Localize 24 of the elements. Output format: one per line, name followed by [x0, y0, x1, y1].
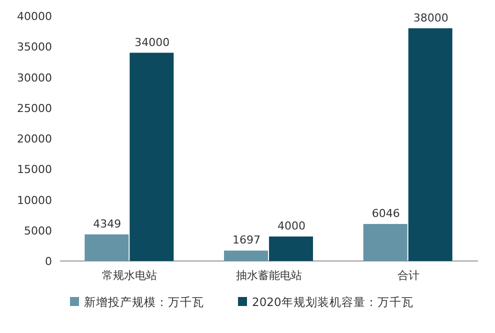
bar: [269, 236, 313, 261]
data-label: 6046: [372, 206, 400, 220]
y-tick-label: 25000: [17, 102, 52, 115]
bar: [84, 234, 129, 261]
x-tick-label: 抽水蓄能电站: [236, 269, 302, 282]
data-label: 34000: [134, 36, 170, 49]
data-label: 4000: [278, 220, 306, 232]
y-tick-label: 5000: [24, 224, 52, 238]
y-tick-label: 40000: [17, 10, 52, 23]
y-tick-label: 35000: [17, 40, 52, 54]
bar: [363, 224, 408, 261]
bar: [224, 250, 268, 261]
y-tick-label: 30000: [17, 71, 52, 84]
data-label: 38000: [413, 11, 448, 24]
bar: [408, 28, 452, 261]
x-tick-label: 常规水电站: [102, 269, 158, 282]
y-tick-label: 15000: [17, 163, 52, 176]
data-label: 4349: [93, 217, 122, 230]
y-tick-label: 20000: [17, 132, 52, 146]
y-tick-label: 10000: [17, 194, 52, 207]
x-tick-label: 合计: [397, 269, 420, 282]
y-tick-label: 0: [45, 255, 52, 268]
data-label: 1697: [232, 234, 260, 247]
bar: [130, 52, 174, 261]
